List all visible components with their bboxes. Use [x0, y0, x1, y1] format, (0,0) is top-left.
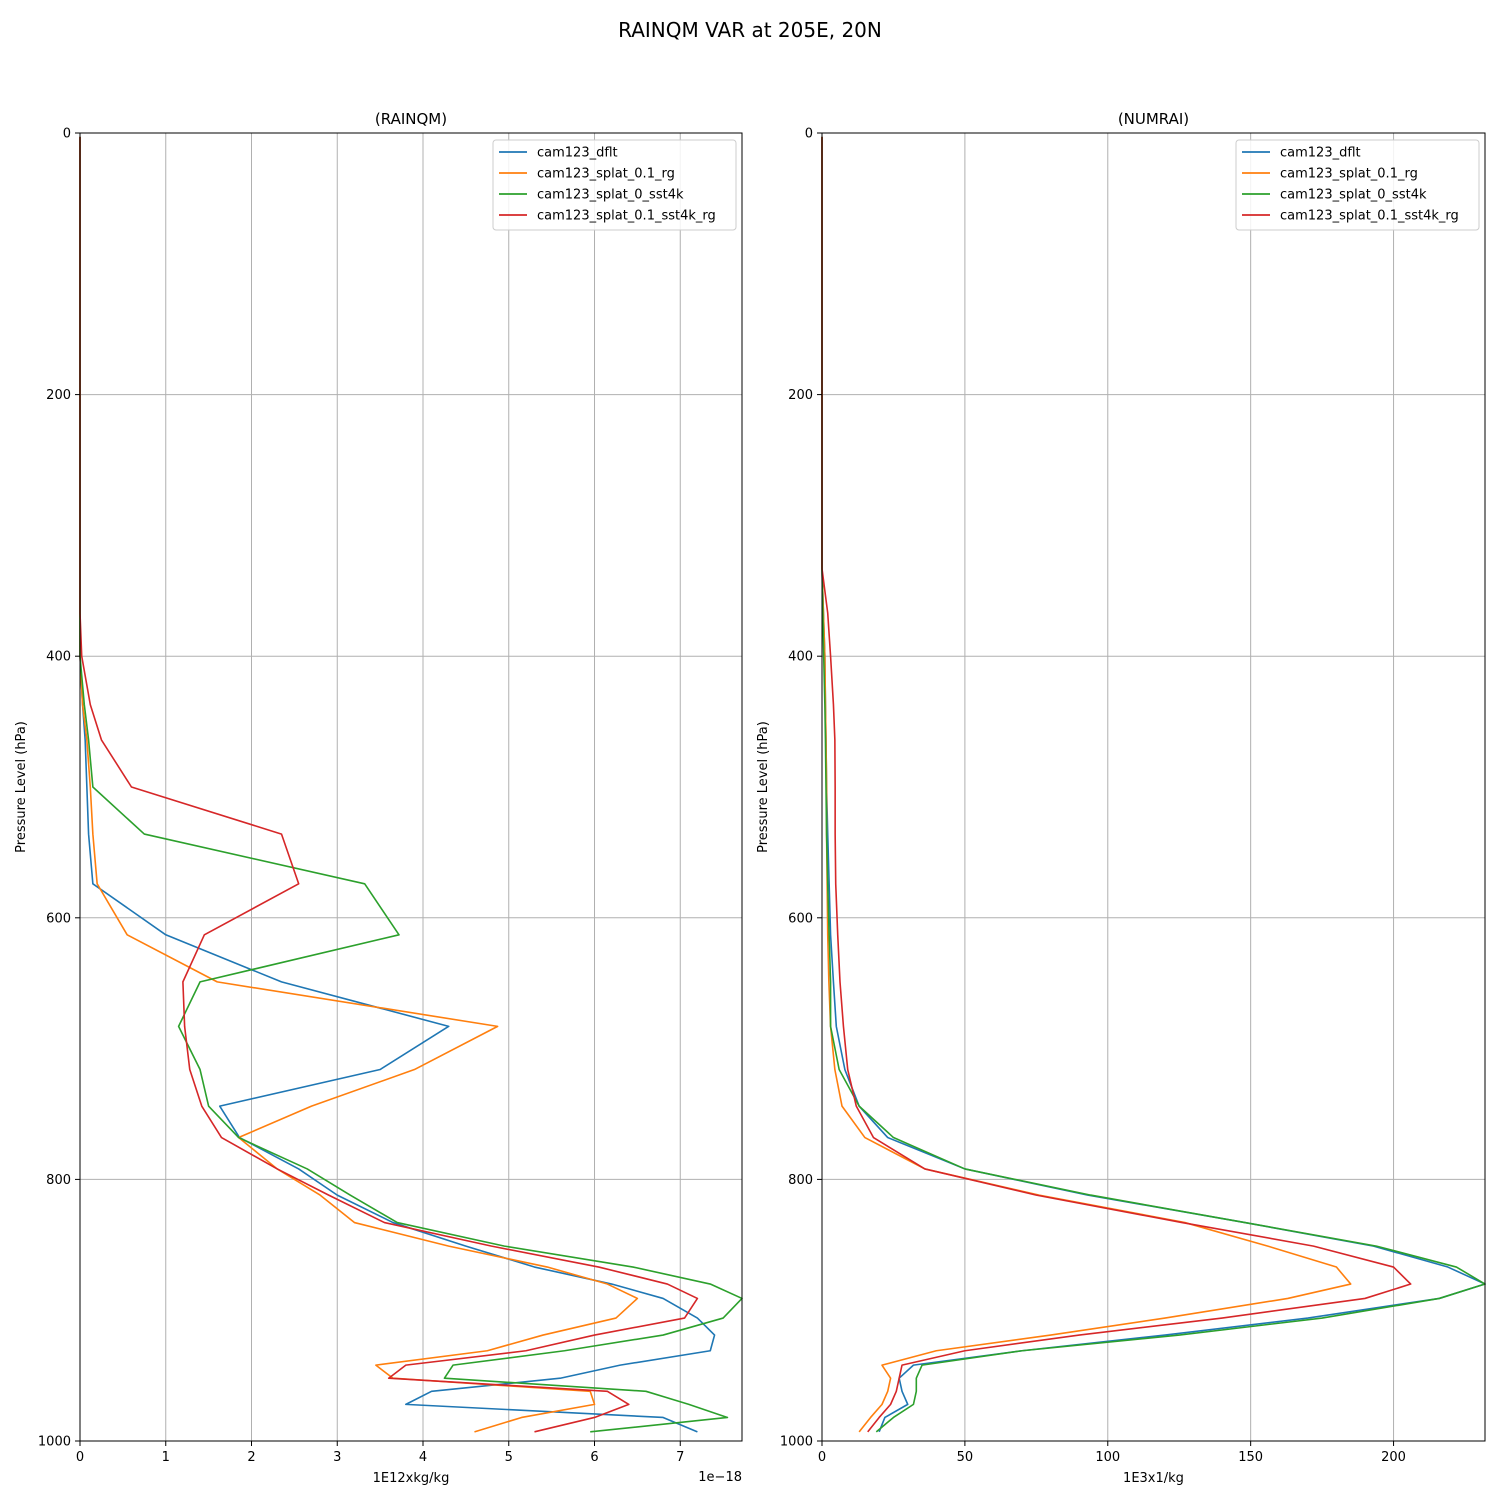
- numrai-x-axis-label: 1E3x1/kg: [1123, 1471, 1184, 1486]
- rainqm-x-tick-label: 3: [333, 1450, 341, 1465]
- numrai-y-tick-label: 1000: [780, 1435, 813, 1450]
- rainqm-x-tick-label: 4: [419, 1450, 427, 1465]
- numrai-legend-label: cam123_splat_0_sst4k: [1280, 188, 1427, 203]
- rainqm-x-axis-label: 1E12xkg/kg: [373, 1471, 450, 1486]
- rainqm-panel: 0 1 2 3 4 5 6 7 0 200 400 600 800 1000 (RAINQM) 1E12xkg…: [14, 110, 743, 1486]
- rainqm-y-tick-label: 0: [63, 127, 71, 142]
- rainqm-x-tick-label: 5: [505, 1450, 513, 1465]
- numrai-y-tick-label: 800: [788, 1173, 813, 1188]
- numrai-axes-frame: [821, 132, 1486, 1442]
- figure-suptitle: RAINQM VAR at 205E, 20N: [618, 18, 882, 42]
- rainqm-y-tick-label: 200: [46, 388, 71, 403]
- rainqm-legend-label: cam123_splat_0_sst4k: [537, 188, 684, 203]
- numrai-y-tick-label: 400: [788, 650, 813, 665]
- numrai-title: (NUMRAI): [1118, 110, 1189, 128]
- rainqm-x-offset-label: 1e−18: [698, 1470, 742, 1485]
- rainqm-y-tick-label: 1000: [38, 1435, 71, 1450]
- numrai-x-tick-label: 150: [1238, 1450, 1263, 1465]
- numrai-y-tick-label: 0: [805, 127, 813, 142]
- rainqm-x-tick-label: 2: [247, 1450, 255, 1465]
- rainqm-y-axis-label: Pressure Level (hPa): [14, 721, 29, 853]
- rainqm-x-tick-label: 1: [162, 1450, 170, 1465]
- rainqm-x-tick-label: 6: [590, 1450, 598, 1465]
- numrai-panel: 0 50 100 150 200 0 200 400 600 800 1000 (NUMRAI) 1E3…: [756, 110, 1486, 1486]
- rainqm-title: (RAINQM): [375, 110, 447, 128]
- numrai-legend: cam123_dflt cam123_splat_0.1_rg cam123_spl…: [1235, 139, 1480, 231]
- numrai-legend-label: cam123_splat_0.1_sst4k_rg: [1280, 209, 1459, 224]
- rainqm-x-tick-label: 0: [76, 1450, 84, 1465]
- numrai-x-tick-label: 50: [957, 1450, 974, 1465]
- numrai-legend-label: cam123_splat_0.1_rg: [1280, 167, 1418, 182]
- numrai-y-tick-label: 600: [788, 911, 813, 926]
- numrai-x-tick-label: 200: [1381, 1450, 1406, 1465]
- rainqm-y-tick-label: 800: [46, 1173, 71, 1188]
- rainqm-legend-label: cam123_dflt: [537, 146, 618, 161]
- numrai-legend-box: [1235, 139, 1480, 231]
- numrai-legend-label: cam123_dflt: [1280, 146, 1361, 161]
- rainqm-axes-frame: [79, 132, 743, 1442]
- rainqm-y-tick-label: 600: [46, 911, 71, 926]
- rainqm-legend-label: cam123_splat_0.1_sst4k_rg: [537, 209, 716, 224]
- rainqm-legend: cam123_dflt cam123_splat_0.1_rg cam123_spl…: [492, 139, 737, 231]
- rainqm-x-tick-label: 7: [676, 1450, 684, 1465]
- rainqm-legend-box: [492, 139, 737, 231]
- numrai-y-axis-label: Pressure Level (hPa): [756, 721, 771, 853]
- numrai-x-tick-label: 0: [818, 1450, 826, 1465]
- numrai-y-tick-label: 200: [788, 388, 813, 403]
- numrai-x-tick-label: 100: [1095, 1450, 1120, 1465]
- rainqm-y-tick-label: 400: [46, 650, 71, 665]
- rainqm-legend-label: cam123_splat_0.1_rg: [537, 167, 675, 182]
